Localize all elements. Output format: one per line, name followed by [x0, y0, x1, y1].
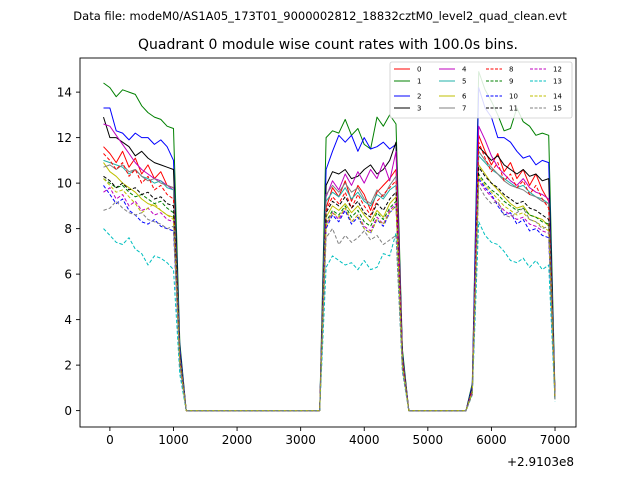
- y-tick-label: 12: [57, 131, 72, 145]
- legend-label-7: 7: [462, 105, 466, 113]
- x-tick-label: 5000: [413, 433, 444, 447]
- series-line-15: [103, 184, 556, 412]
- x-tick-label: 3000: [285, 433, 316, 447]
- y-tick-label: 14: [57, 86, 72, 100]
- legend-label-0: 0: [417, 66, 421, 74]
- x-axis: 0 1000 2000 3000 4000 5000 6000 7000: [106, 427, 570, 447]
- x-offset-label: +2.9103e8: [507, 455, 574, 469]
- series-line-11: [103, 166, 556, 412]
- legend-label-14: 14: [553, 93, 562, 101]
- legend-label-8: 8: [509, 66, 513, 74]
- legend-label-4: 4: [462, 66, 467, 74]
- x-tick-label: 6000: [476, 433, 507, 447]
- x-tick-label: 7000: [540, 433, 571, 447]
- legend-label-5: 5: [462, 78, 466, 86]
- series-lines: [103, 71, 556, 412]
- legend-label-2: 2: [417, 93, 421, 101]
- series-line-14: [103, 175, 556, 412]
- chart-title: Quadrant 0 module wise count rates with …: [138, 37, 518, 53]
- y-tick-label: 2: [64, 359, 72, 373]
- legend-label-3: 3: [417, 105, 421, 113]
- legend-label-10: 10: [509, 93, 518, 101]
- legend-frame: [389, 61, 573, 119]
- series-line-13: [103, 221, 556, 412]
- y-tick-label: 8: [64, 222, 72, 236]
- y-tick-label: 0: [64, 404, 72, 418]
- legend-label-15: 15: [553, 105, 562, 113]
- x-tick-label: 4000: [349, 433, 380, 447]
- legend-label-12: 12: [553, 66, 562, 74]
- x-tick-label: 1000: [158, 433, 189, 447]
- legend-label-1: 1: [417, 78, 421, 86]
- legend-label-6: 6: [462, 93, 467, 101]
- legend-label-9: 9: [509, 78, 513, 86]
- x-tick-label: 0: [106, 433, 114, 447]
- y-tick-label: 6: [64, 268, 72, 282]
- legend-label-11: 11: [509, 105, 518, 113]
- plot-area: 0 1000 2000 3000 4000 5000 6000 7000 0246810121…: [57, 57, 577, 469]
- y-tick-label: 4: [64, 313, 72, 327]
- figure-suptitle: Data file: modeM0/AS1A05_173T01_90000028…: [73, 9, 567, 23]
- x-tick-label: 2000: [222, 433, 253, 447]
- y-axis: 0 2 4 6 8 10 12 14: [57, 86, 80, 418]
- y-tick-label: 10: [57, 177, 72, 191]
- axes-frame: [79, 57, 577, 428]
- legend-label-13: 13: [553, 78, 562, 86]
